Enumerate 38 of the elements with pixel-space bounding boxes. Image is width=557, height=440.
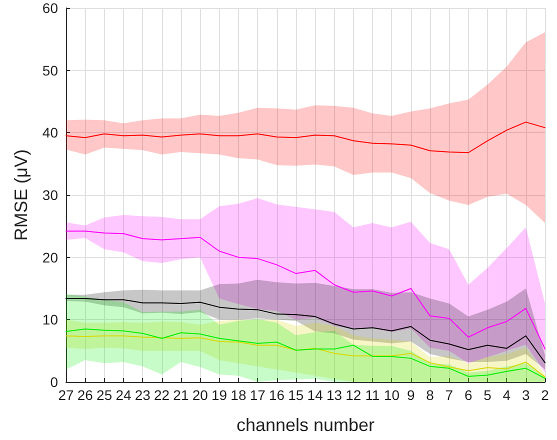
x-tick-label: 5 (484, 387, 492, 403)
x-tick-label: 25 (96, 387, 112, 403)
x-tick-label: 9 (406, 387, 415, 403)
y-tick-label: 40 (42, 124, 58, 141)
x-tick-label: 11 (365, 387, 380, 403)
y-tick-label: 0 (50, 374, 58, 390)
x-tick-label: 14 (307, 387, 324, 403)
x-tick-label: 12 (346, 387, 362, 403)
x-tick-label: 24 (116, 387, 132, 403)
x-tick-label: 15 (288, 387, 304, 403)
y-tick-label: 20 (42, 249, 58, 266)
x-tick-label: 8 (426, 387, 434, 403)
x-tick-label: 4 (502, 387, 511, 403)
x-tick-label: 18 (230, 387, 246, 403)
x-tick-label: 6 (464, 387, 472, 403)
x-tick-label: 26 (77, 387, 94, 403)
x-tick-label: 20 (192, 387, 208, 403)
y-tick-label: 10 (42, 312, 58, 328)
x-tick-label: 21 (173, 387, 189, 403)
y-tick-label: 50 (42, 62, 58, 78)
x-tick-label: 16 (268, 387, 285, 403)
line-series (66, 122, 546, 154)
x-tick-label: 3 (522, 387, 530, 403)
x-tick-label: 2 (541, 387, 550, 403)
x-tick-label: 7 (445, 387, 454, 403)
line-series (66, 230, 546, 350)
x-tick-label: 23 (134, 387, 151, 403)
y-tick-label: 60 (42, 0, 58, 16)
x-tick-label: 13 (326, 387, 342, 403)
y-axis-title: RMSE (μV) (11, 149, 31, 241)
x-tick-label: 17 (250, 387, 266, 403)
line-series (66, 298, 546, 364)
x-axis-title: channels number (236, 415, 375, 435)
x-tick-label: 27 (58, 387, 74, 403)
x-tick-label: 22 (154, 387, 170, 403)
x-tick-label: 10 (384, 387, 400, 403)
x-tick-label: 19 (211, 387, 228, 403)
y-tick-label: 30 (42, 187, 58, 203)
